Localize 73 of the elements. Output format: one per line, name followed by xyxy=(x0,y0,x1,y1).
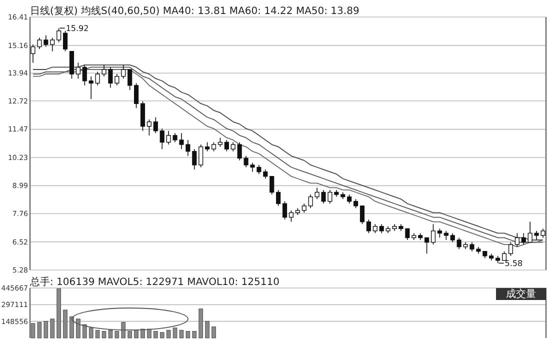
annotation: 成交量 xyxy=(506,288,536,300)
bar xyxy=(63,310,68,338)
candlestick xyxy=(263,169,268,180)
candlestick xyxy=(76,62,80,79)
candlestick xyxy=(192,148,197,170)
bar xyxy=(76,318,80,338)
candlestick xyxy=(237,142,242,161)
bar xyxy=(82,324,87,338)
annotation: 15.92 xyxy=(66,24,89,33)
candlestick xyxy=(230,142,236,152)
candlestick xyxy=(288,210,294,222)
bar xyxy=(186,331,190,338)
candlestick xyxy=(308,194,313,209)
candlestick xyxy=(302,203,306,214)
candlestick xyxy=(528,221,532,243)
annotation: 5.58 xyxy=(504,258,523,268)
candlestick xyxy=(121,64,126,79)
candlestick xyxy=(366,219,371,234)
candlestick xyxy=(354,198,358,209)
candlestick xyxy=(360,206,365,224)
bar xyxy=(50,318,55,338)
candlestick xyxy=(514,232,520,248)
bar xyxy=(154,331,158,338)
candlestick xyxy=(56,28,62,43)
candlestick xyxy=(205,142,210,152)
bar xyxy=(128,331,132,338)
bar xyxy=(44,320,48,338)
candlestick xyxy=(372,224,378,234)
candlestick xyxy=(450,232,455,243)
candlestick xyxy=(379,224,384,234)
candlestick xyxy=(521,232,526,245)
candlestick xyxy=(276,190,281,206)
candlestick xyxy=(508,242,514,256)
candlestick xyxy=(424,237,430,254)
bar xyxy=(134,330,138,338)
bar xyxy=(70,316,74,338)
candlestick xyxy=(140,100,146,132)
bar xyxy=(166,330,171,338)
candlestick xyxy=(211,142,216,152)
bar xyxy=(121,322,126,338)
bar xyxy=(114,331,120,338)
bar xyxy=(205,320,210,338)
candlestick xyxy=(198,144,204,168)
bar xyxy=(56,288,61,338)
candlestick xyxy=(270,176,274,195)
candlestick xyxy=(146,119,152,136)
candlestick xyxy=(430,224,436,245)
candlestick xyxy=(224,140,229,152)
candlestick xyxy=(347,194,352,204)
candlestick xyxy=(82,64,87,86)
candlestick xyxy=(134,82,139,109)
candlestick xyxy=(502,250,507,261)
bar xyxy=(140,328,145,338)
candlestick xyxy=(69,50,74,79)
bar xyxy=(88,328,94,338)
candlestick xyxy=(50,37,55,52)
chart-title: 总手: 106139 MAVOL5: 122971 MAVOL10: 125110 xyxy=(29,276,280,288)
candlestick xyxy=(62,30,68,52)
bar xyxy=(95,330,100,338)
candlestick xyxy=(444,230,448,240)
candlestick xyxy=(218,137,222,148)
candlestick xyxy=(153,116,158,134)
candlestick xyxy=(282,200,288,220)
chart-title: 日线(复权) 均线S(40,60,50) MA40: 13.81 MA60: 14.22 MA50: 13.89 xyxy=(30,5,360,17)
candlestick xyxy=(437,228,442,238)
bar xyxy=(198,308,203,338)
candlestick xyxy=(160,128,164,150)
bar xyxy=(192,331,197,338)
bar xyxy=(212,326,216,338)
candlestick xyxy=(88,76,94,100)
candlestick xyxy=(128,69,132,90)
candlestick xyxy=(44,35,48,48)
bar xyxy=(160,332,164,338)
